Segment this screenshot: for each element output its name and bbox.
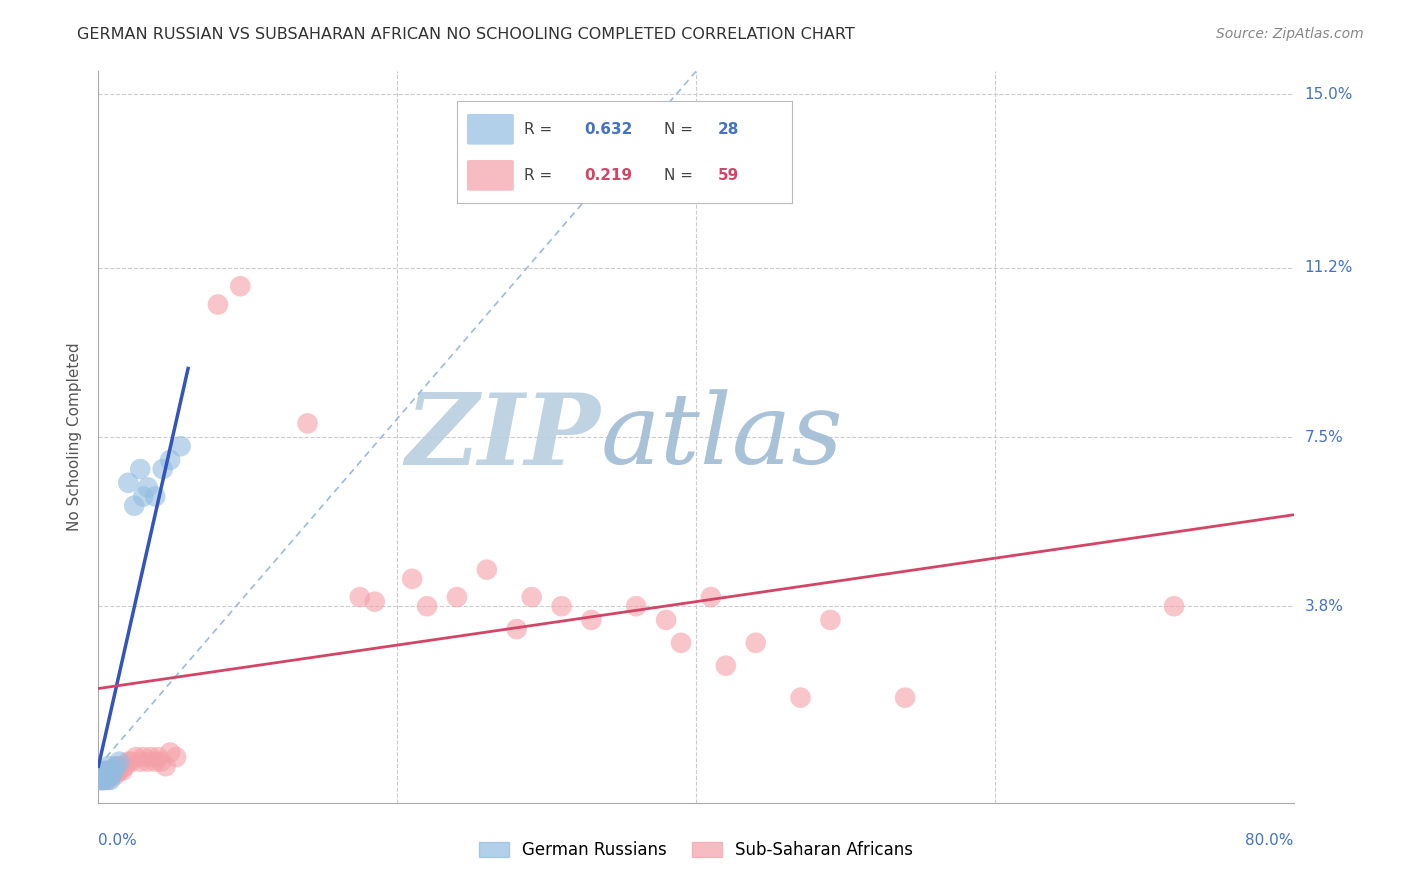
Point (96, 768, 118, 782)
Point (94, 768, 117, 782)
Point (89, 768, 111, 782)
Point (90, 768, 112, 782)
Point (98, 764, 122, 778)
Point (581, 613, 603, 627)
Legend: German Russians, Sub-Saharan Africans: German Russians, Sub-Saharan Africans (471, 833, 921, 868)
Point (96, 768, 118, 782)
Point (90, 772, 112, 787)
Point (169, 439, 191, 453)
Point (714, 658, 737, 673)
Point (475, 563, 498, 577)
Point (136, 480, 159, 494)
Point (143, 755, 166, 769)
Point (136, 755, 159, 769)
Point (103, 764, 125, 778)
Point (93, 772, 115, 787)
Point (93, 768, 115, 782)
Point (745, 636, 768, 650)
Point (132, 750, 155, 764)
Point (96, 764, 118, 778)
Point (129, 462, 152, 476)
Point (94, 772, 117, 787)
Point (93, 768, 115, 782)
Point (125, 750, 148, 764)
Point (101, 768, 124, 782)
Point (104, 768, 127, 782)
Point (105, 759, 128, 773)
Point (626, 599, 648, 614)
Point (110, 759, 132, 773)
Point (349, 590, 371, 604)
Point (114, 759, 136, 773)
Point (364, 594, 387, 608)
Point (148, 750, 170, 764)
Point (789, 690, 811, 705)
Point (669, 636, 692, 650)
Point (1163, 599, 1185, 614)
Point (139, 750, 162, 764)
Point (90, 768, 112, 782)
Point (91, 768, 114, 782)
Point (416, 599, 439, 614)
Point (94, 764, 117, 778)
Point (96, 772, 118, 787)
Point (150, 755, 173, 769)
Point (143, 490, 166, 504)
Point (894, 690, 917, 705)
Point (124, 499, 146, 513)
Point (446, 590, 468, 604)
Point (520, 590, 543, 604)
Point (97, 768, 120, 782)
Point (108, 755, 131, 769)
Point (111, 764, 134, 778)
Text: 80.0%: 80.0% (1246, 833, 1294, 848)
Point (89, 772, 111, 787)
Point (207, 297, 229, 311)
Point (159, 746, 181, 760)
Point (820, 613, 842, 627)
Point (655, 613, 678, 627)
Point (94, 768, 117, 782)
Point (97, 768, 120, 782)
Text: 0.0%: 0.0% (98, 833, 138, 848)
Text: 11.2%: 11.2% (1305, 260, 1353, 276)
Text: 7.5%: 7.5% (1305, 430, 1343, 444)
Point (155, 759, 177, 773)
Text: ZIP: ZIP (405, 389, 600, 485)
Point (132, 490, 155, 504)
Point (107, 764, 129, 778)
Point (91, 768, 114, 782)
Point (550, 599, 572, 614)
Point (229, 279, 252, 293)
Point (105, 759, 128, 773)
Point (700, 590, 723, 604)
Point (98, 772, 122, 787)
Point (401, 572, 423, 586)
Point (129, 755, 152, 769)
Point (89, 772, 111, 787)
Point (117, 755, 139, 769)
Point (506, 622, 529, 636)
Text: GERMAN RUSSIAN VS SUBSAHARAN AFRICAN NO SCHOOLING COMPLETED CORRELATION CHART: GERMAN RUSSIAN VS SUBSAHARAN AFRICAN NO … (77, 27, 855, 42)
Point (120, 755, 142, 769)
Point (89, 768, 111, 782)
Point (117, 475, 139, 490)
Point (90, 772, 112, 787)
Y-axis label: No Schooling Completed: No Schooling Completed (67, 343, 83, 532)
Point (91, 772, 114, 787)
Text: atlas: atlas (600, 390, 844, 484)
Point (159, 453, 181, 467)
Text: 15.0%: 15.0% (1305, 87, 1353, 102)
Point (91, 772, 114, 787)
Point (93, 764, 115, 778)
Point (108, 764, 131, 778)
Text: 3.8%: 3.8% (1305, 599, 1344, 614)
Point (165, 750, 187, 764)
Point (152, 462, 174, 476)
Point (297, 417, 319, 431)
Point (103, 764, 125, 778)
Point (97, 759, 120, 773)
Text: Source: ZipAtlas.com: Source: ZipAtlas.com (1216, 27, 1364, 41)
Point (101, 768, 124, 782)
